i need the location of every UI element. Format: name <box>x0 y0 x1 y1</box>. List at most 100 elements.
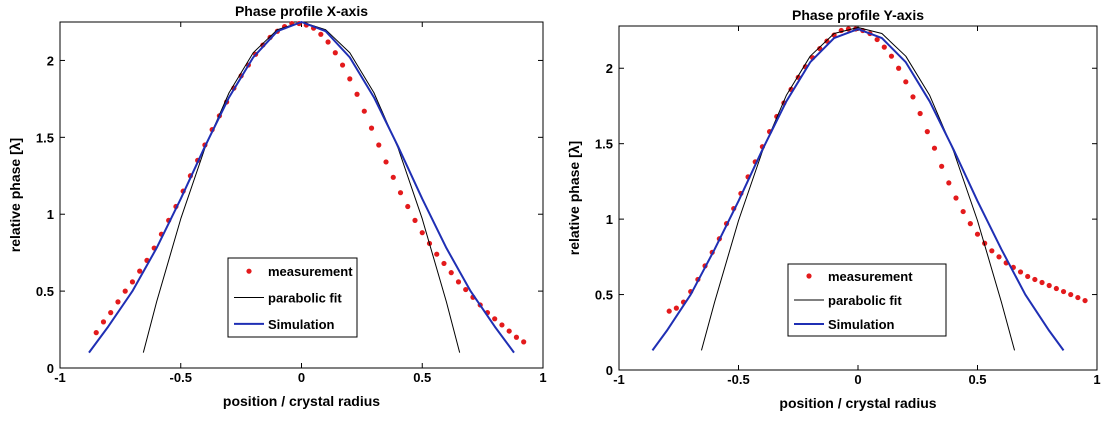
x-tick-label: -0.5 <box>727 372 749 387</box>
measurement-point <box>888 53 895 59</box>
measurement-point <box>1060 288 1067 295</box>
measurement-point <box>397 190 404 196</box>
legend-label: measurement <box>828 269 913 284</box>
measurement-point <box>673 305 679 311</box>
measurement-point <box>441 260 447 267</box>
measurement-point <box>115 299 121 305</box>
y-tick-label: 1.5 <box>595 137 613 152</box>
y-tick-label: 1.5 <box>36 130 54 145</box>
series-line <box>651 28 1065 351</box>
measurement-point <box>499 322 505 328</box>
x-tick-label: 0 <box>298 370 305 385</box>
measurement-point <box>405 203 411 210</box>
measurement-point <box>513 334 520 340</box>
measurement-point <box>455 279 462 285</box>
chart-title: Phase profile X-axis <box>235 3 368 19</box>
x-axis-label: position / crystal radius <box>779 395 936 411</box>
x-tick-label: -1 <box>613 372 625 387</box>
measurement-point <box>108 310 114 316</box>
y-tick-label: 1 <box>47 207 54 222</box>
measurement-point <box>368 125 375 131</box>
legend: measurement parabolic fit Simulation <box>227 257 358 338</box>
measurement-point <box>910 94 916 100</box>
legend-marker-measurement <box>806 273 812 279</box>
measurement-point <box>874 36 880 43</box>
legend-label: Simulation <box>828 317 895 332</box>
y-tick-label: 1 <box>606 212 613 227</box>
measurement-point <box>448 270 454 276</box>
measurement-point <box>939 163 945 169</box>
measurement-point <box>666 308 672 314</box>
x-tick-label: 1 <box>1093 372 1100 387</box>
measurement-point <box>960 208 966 215</box>
x-tick-label: 0.5 <box>968 372 986 387</box>
y-axis-label: relative phase [λ] <box>7 138 23 252</box>
measurement-point <box>434 251 440 257</box>
measurement-point <box>318 31 324 37</box>
measurement-point <box>1032 276 1038 283</box>
measurement-point <box>974 231 981 237</box>
measurement-point <box>122 288 128 294</box>
measurement-point <box>881 44 887 50</box>
measurement-point <box>339 62 346 68</box>
y-tick-label: 2 <box>606 61 613 76</box>
measurement-point <box>946 180 952 186</box>
x-axis-label: position / crystal radius <box>223 393 380 409</box>
series-simulation <box>88 21 515 354</box>
series-line <box>88 21 515 354</box>
x-tick-label: -1 <box>54 370 66 385</box>
measurement-point <box>129 279 136 285</box>
measurement-point <box>93 330 99 336</box>
measurement-point <box>1082 297 1088 304</box>
measurement-point <box>1039 279 1045 286</box>
series-line <box>700 27 1016 351</box>
measurement-point <box>1046 282 1052 289</box>
measurement-point <box>924 129 930 135</box>
legend-marker-measurement <box>246 268 252 274</box>
measurement-point <box>967 221 973 227</box>
measurement-point <box>896 65 902 71</box>
y-tick-label: 2 <box>47 53 54 68</box>
measurement-point <box>332 50 338 56</box>
measurement-point <box>137 268 143 274</box>
measurement-point <box>953 195 959 201</box>
measurement-point <box>831 32 837 38</box>
legend-label: measurement <box>268 264 353 279</box>
measurement-point <box>989 248 995 254</box>
legend-label: Simulation <box>268 317 335 332</box>
measurement-point <box>100 319 107 325</box>
y-tick-label: 0 <box>47 361 54 376</box>
x-tick-label: 1 <box>539 370 546 385</box>
y-tick-label: 0 <box>606 363 613 378</box>
measurement-point <box>521 339 527 345</box>
y-tick-label: 0.5 <box>595 288 613 303</box>
y-tick-label: 0.5 <box>36 284 54 299</box>
measurement-point <box>903 79 909 85</box>
measurement-point <box>347 76 353 82</box>
measurement-point <box>354 91 360 97</box>
x-tick-label: -0.5 <box>170 370 192 385</box>
measurement-point <box>996 254 1002 260</box>
legend: measurement parabolic fit Simulation <box>787 263 947 337</box>
measurement-point <box>1025 273 1031 280</box>
measurement-point <box>1017 269 1024 275</box>
measurement-point <box>1053 285 1059 292</box>
measurement-point <box>390 174 396 180</box>
series-simulation <box>651 28 1065 351</box>
chart-phase-profile-x: -1 -0.5 0 0.5 1 0 0.5 1 1.5 2 Phase profile X-axis… <box>7 3 547 409</box>
measurement-point <box>931 145 938 151</box>
series-parabolic-fit <box>700 27 1016 351</box>
measurement-point <box>419 230 425 236</box>
chart-phase-profile-y: -1 -0.5 0 0.5 1 0 0.5 1 1.5 2 Phase profile Y-axis… <box>566 7 1101 411</box>
measurement-point <box>917 110 923 117</box>
measurement-point <box>1068 291 1074 298</box>
measurement-point <box>463 286 469 293</box>
measurement-point <box>376 142 382 148</box>
legend-label: parabolic fit <box>268 291 342 306</box>
x-tick-label: 0 <box>854 372 861 387</box>
measurement-point <box>1075 294 1081 301</box>
x-tick-label: 0.5 <box>413 370 431 385</box>
y-axis-label: relative phase [λ] <box>566 141 582 255</box>
measurement-point <box>506 328 512 334</box>
